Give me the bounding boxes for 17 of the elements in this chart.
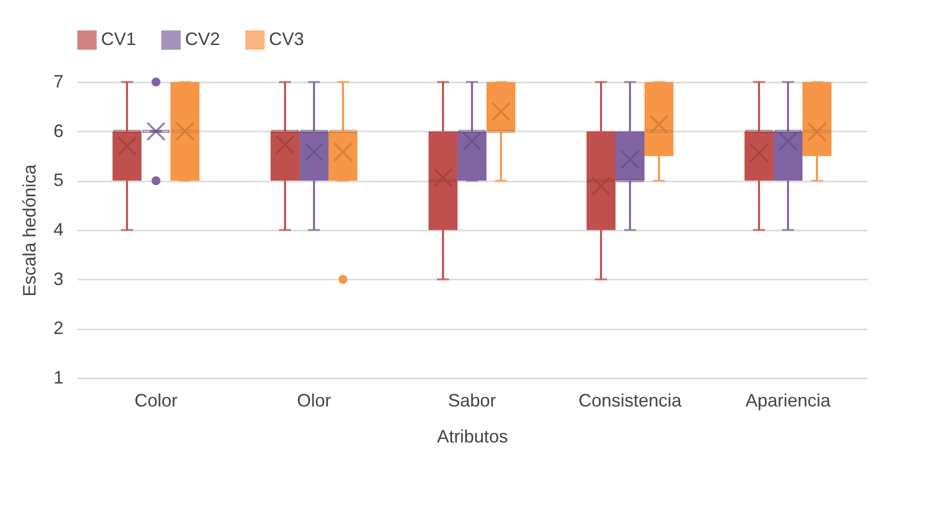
y-tick-label: 3: [53, 268, 64, 289]
x-tick-label: Apariencia: [745, 390, 832, 410]
y-axis-title: Escala hedónica: [19, 163, 40, 297]
y-tick-label: 7: [53, 72, 64, 92]
y-tick-label: 5: [53, 170, 64, 190]
x-axis-title: Atributos: [436, 426, 508, 446]
legend-label: CV3: [269, 29, 304, 50]
x-tick-label: Olor: [296, 390, 332, 410]
legend-label: CV2: [185, 29, 220, 50]
x-tick-label: Color: [134, 390, 178, 410]
x-tick-label: Consistencia: [578, 390, 683, 410]
y-tick-label: 2: [53, 318, 64, 338]
legend-label: CV1: [101, 29, 136, 50]
x-tick-label: Sabor: [448, 390, 496, 410]
y-tick-label: 6: [53, 120, 64, 141]
y-tick-label: 4: [53, 220, 64, 240]
y-tick-label: 1: [53, 368, 64, 388]
